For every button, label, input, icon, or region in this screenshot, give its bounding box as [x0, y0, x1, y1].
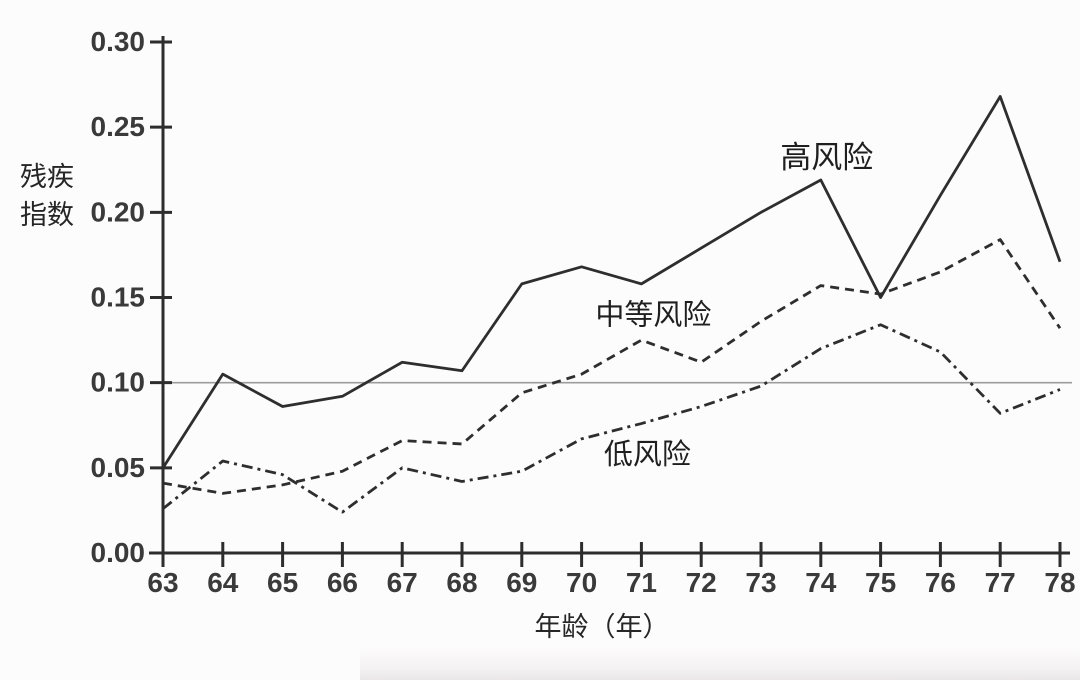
x-tick-label: 70 [566, 567, 597, 598]
x-axis-title: 年龄（年） [535, 612, 670, 642]
x-tick-label: 68 [446, 567, 477, 598]
y-tick-label: 0.25 [91, 111, 146, 142]
y-axis-title-line: 残疾 [20, 162, 74, 192]
y-tick-label: 0.00 [91, 537, 146, 568]
x-tick-label: 77 [985, 567, 1016, 598]
x-tick-label: 76 [925, 567, 956, 598]
y-tick-label: 0.05 [91, 452, 146, 483]
medium-risk-line [162, 238, 1062, 495]
y-tick-label: 0.30 [91, 26, 146, 57]
x-tick-label: 73 [745, 567, 776, 598]
y-axis-title-line: 指数 [20, 200, 74, 230]
high-risk-line [161, 95, 1062, 469]
x-tick-label: 69 [506, 567, 537, 598]
high-risk-label: 高风险 [780, 140, 873, 175]
x-tick-label: 72 [686, 567, 717, 598]
y-tick-label: 0.10 [91, 367, 146, 398]
x-tick-label: 67 [387, 567, 418, 598]
x-tick-label: 78 [1044, 567, 1075, 598]
low-risk-label: 低风险 [604, 438, 691, 471]
x-tick-label: 66 [327, 567, 358, 598]
x-tick-label: 74 [805, 567, 837, 598]
x-tick-label: 75 [865, 567, 896, 598]
y-tick-label: 0.20 [91, 196, 146, 227]
medium-risk-label: 中等风险 [595, 299, 711, 332]
x-tick-label: 71 [626, 567, 657, 598]
x-tick-label: 64 [207, 567, 239, 598]
x-tick-label: 63 [147, 567, 178, 598]
x-tick-label: 65 [267, 567, 298, 598]
y-tick-label: 0.15 [91, 282, 146, 313]
low-risk-line [162, 323, 1061, 514]
